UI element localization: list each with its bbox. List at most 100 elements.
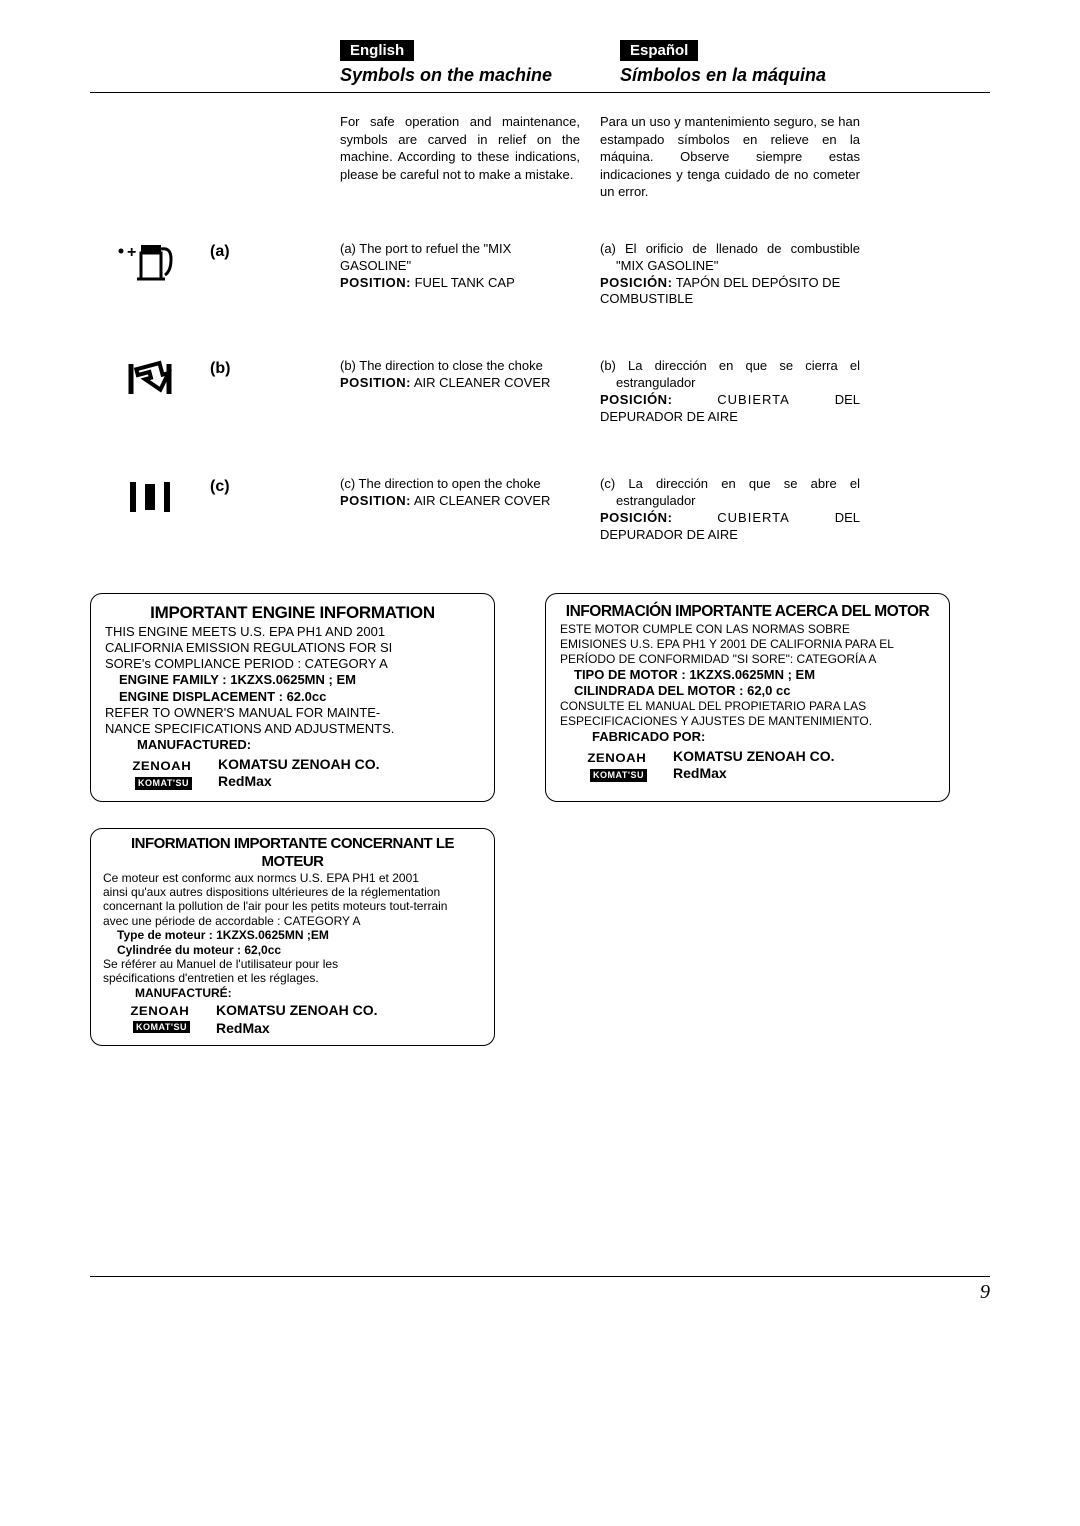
box2-title: INFORMACIÓN IMPORTANTE ACERCA DEL MOTOR xyxy=(560,602,935,621)
box2-line7: ESPECIFICACIONES Y AJUSTES DE MANTENIMIE… xyxy=(560,714,935,729)
position-label: POSITION: xyxy=(340,275,411,290)
position-value: AIR CLEANER COVER xyxy=(411,375,550,390)
symbol-a-spanish: (a) El orificio de llenado de combustibl… xyxy=(600,241,860,309)
position-label: POSICIÓN: xyxy=(600,392,672,407)
page-number: 9 xyxy=(90,1281,990,1304)
symbol-a-en-desc: (a) The port to refuel the "MIX GASOLINE… xyxy=(340,241,511,273)
komatsu-logo: KOMAT'SU xyxy=(133,1021,190,1034)
zenoah-logo: ZENOAH xyxy=(130,1004,189,1018)
symbol-row-b: (b) (b) The direction to close the choke… xyxy=(90,358,990,426)
symbol-letter-a: (a) xyxy=(210,241,340,261)
position-label: POSICIÓN: xyxy=(600,275,672,290)
engine-info-box-english: IMPORTANT ENGINE INFORMATION THIS ENGINE… xyxy=(90,593,495,801)
logo-block: ZENOAH KOMAT'SU xyxy=(133,1004,208,1033)
footer-divider xyxy=(90,1276,990,1277)
position-value-1: CUBIERTA xyxy=(717,510,790,525)
symbol-letter-b: (b) xyxy=(210,358,340,378)
symbol-c-en-desc: (c) The direction to open the choke xyxy=(340,476,541,491)
box3-line3: concernant la pollution de l'air pour le… xyxy=(103,899,482,913)
box1-line3: SORE's COMPLIANCE PERIOD : CATEGORY A xyxy=(105,656,480,672)
box3-line4: avec une période de accordable : CATEGOR… xyxy=(103,914,482,928)
english-tag: English xyxy=(340,40,414,61)
mfr-brand: RedMax xyxy=(673,765,727,781)
position-value-2: DEL xyxy=(835,392,860,407)
box3-line6: Cylindrée du moteur : 62,0cc xyxy=(103,943,482,957)
manufacturer-row: ZENOAH KOMAT'SU KOMATSU ZENOAH CO. RedMa… xyxy=(560,748,935,783)
box1-line6: REFER TO OWNER'S MANUAL FOR MAINTE- xyxy=(105,705,480,721)
manufacturer-text: KOMATSU ZENOAH CO. RedMax xyxy=(218,756,380,791)
box2-line5: CILINDRADA DEL MOTOR : 62,0 cc xyxy=(560,683,935,699)
manufacturer-row: ZENOAH KOMAT'SU KOMATSU ZENOAH CO. RedMa… xyxy=(103,1002,482,1037)
manufacturer-text: KOMATSU ZENOAH CO. RedMax xyxy=(216,1002,378,1037)
box1-line7: NANCE SPECIFICATIONS AND ADJUSTMENTS. xyxy=(105,721,480,737)
position-value-3: DEPURADOR DE AIRE xyxy=(600,527,738,542)
box3-title: INFORMATION IMPORTANTE CONCERNANT LE MOT… xyxy=(103,835,482,871)
english-intro: For safe operation and maintenance, symb… xyxy=(340,113,600,201)
box1-line2: CALIFORNIA EMISSION REGULATIONS FOR SI xyxy=(105,640,480,656)
mfr-name: KOMATSU ZENOAH CO. xyxy=(673,748,835,764)
engine-boxes-row-1: IMPORTANT ENGINE INFORMATION THIS ENGINE… xyxy=(90,593,990,801)
symbol-b-spanish: (b) La dirección en que se cierra el est… xyxy=(600,358,860,426)
box2-line6: CONSULTE EL MANUAL DEL PROPIETARIO PARA … xyxy=(560,699,935,714)
spanish-section-title: Símbolos en la máquina xyxy=(620,65,900,86)
symbol-row-c: (c) (c) The direction to open the choke … xyxy=(90,476,990,544)
position-value-1: CUBIERTA xyxy=(717,392,790,407)
english-section-title: Symbols on the machine xyxy=(340,65,620,86)
symbol-row-a: + (a) (a) The port to refuel the "MIX GA… xyxy=(90,241,990,309)
symbol-letter-c: (c) xyxy=(210,476,340,496)
english-header-col: English Symbols on the machine xyxy=(340,40,620,86)
symbol-b-es-desc-line: (b) La dirección en que se cierra el xyxy=(600,358,860,375)
mfr-name: KOMATSU ZENOAH CO. xyxy=(218,756,380,772)
box2-line1: ESTE MOTOR CUMPLE CON LAS NORMAS SOBRE xyxy=(560,622,935,637)
box3-line8: spécifications d'entretien et les réglag… xyxy=(103,971,482,985)
manufacturer-text: KOMATSU ZENOAH CO. RedMax xyxy=(673,748,835,783)
box2-line8: FABRICADO POR: xyxy=(560,729,935,745)
position-value: AIR CLEANER COVER xyxy=(411,493,550,508)
engine-info-box-french: INFORMATION IMPORTANTE CONCERNANT LE MOT… xyxy=(90,828,495,1047)
position-label: POSICIÓN: xyxy=(600,510,672,525)
symbol-c-es-desc-line: (c) La dirección en que se abre el xyxy=(600,476,860,493)
box1-line4: ENGINE FAMILY : 1KZXS.0625MN ; EM xyxy=(105,672,480,688)
engine-info-box-spanish: INFORMACIÓN IMPORTANTE ACERCA DEL MOTOR … xyxy=(545,593,950,801)
box2-line2: EMISIONES U.S. EPA PH1 Y 2001 DE CALIFOR… xyxy=(560,637,935,652)
position-label: POSITION: xyxy=(340,375,411,390)
symbol-b-en-desc: (b) The direction to close the choke xyxy=(340,358,543,373)
position-value: FUEL TANK CAP xyxy=(411,275,515,290)
logo-block: ZENOAH KOMAT'SU xyxy=(135,758,210,791)
svg-text:+: + xyxy=(127,244,136,261)
box3-line2: ainsi qu'aux autres dispositions ultérie… xyxy=(103,885,482,899)
position-value-2: DEL xyxy=(835,510,860,525)
box3-line7: Se référer au Manuel de l'utilisateur po… xyxy=(103,957,482,971)
symbol-c-spanish: (c) La dirección en que se abre el estra… xyxy=(600,476,860,544)
box2-line4: TIPO DE MOTOR : 1KZXS.0625MN ; EM xyxy=(560,667,935,683)
symbol-b-english: (b) The direction to close the choke POS… xyxy=(340,358,600,392)
choke-open-icon xyxy=(90,476,210,518)
language-header-row: English Symbols on the machine Español S… xyxy=(340,40,990,86)
spanish-header-col: Español Símbolos en la máquina xyxy=(620,40,900,86)
manufacturer-row: ZENOAH KOMAT'SU KOMATSU ZENOAH CO. RedMa… xyxy=(105,756,480,791)
symbol-a-english: (a) The port to refuel the "MIX GASOLINE… xyxy=(340,241,600,292)
box1-line8: MANUFACTURED: xyxy=(105,737,480,753)
box3-line9: MANUFACTURÉ: xyxy=(103,986,482,1000)
choke-close-icon xyxy=(90,358,210,400)
fuel-pump-icon: + xyxy=(90,241,210,283)
komatsu-logo: KOMAT'SU xyxy=(135,777,192,790)
komatsu-logo: KOMAT'SU xyxy=(590,769,647,782)
position-value-3: DEPURADOR DE AIRE xyxy=(600,409,738,424)
engine-boxes-row-2: INFORMATION IMPORTANTE CONCERNANT LE MOT… xyxy=(90,828,990,1047)
zenoah-logo: ZENOAH xyxy=(587,751,646,766)
box2-line3: PERÍODO DE CONFORMIDAD "SI SORE": CATEGO… xyxy=(560,652,935,667)
intro-row: For safe operation and maintenance, symb… xyxy=(340,113,990,201)
mfr-name: KOMATSU ZENOAH CO. xyxy=(216,1002,378,1018)
mfr-brand: RedMax xyxy=(216,1020,270,1036)
header-divider xyxy=(90,92,990,93)
spanish-intro: Para un uso y mantenimiento seguro, se h… xyxy=(600,113,860,201)
box1-line1: THIS ENGINE MEETS U.S. EPA PH1 AND 2001 xyxy=(105,624,480,640)
box3-line5: Type de moteur : 1KZXS.0625MN ;EM xyxy=(103,928,482,942)
box1-title: IMPORTANT ENGINE INFORMATION xyxy=(105,602,480,623)
box1-line5: ENGINE DISPLACEMENT : 62.0cc xyxy=(105,689,480,705)
zenoah-logo: ZENOAH xyxy=(132,759,191,774)
position-label: POSITION: xyxy=(340,493,411,508)
mfr-brand: RedMax xyxy=(218,773,272,789)
logo-block: ZENOAH KOMAT'SU xyxy=(590,750,665,783)
